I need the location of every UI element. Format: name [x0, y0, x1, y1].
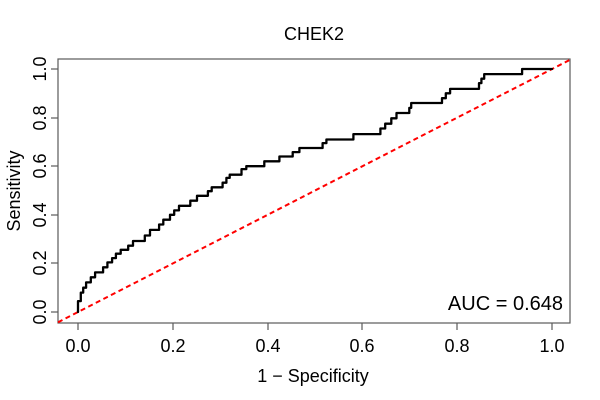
x-axis-label: 1 − Specificity [257, 366, 369, 386]
x-tick-label: 0.4 [255, 336, 280, 356]
y-axis-label: Sensitivity [4, 150, 24, 231]
y-tick-label: 0.0 [30, 299, 50, 324]
chart-title: CHEK2 [284, 24, 344, 44]
x-tick-label: 0.0 [65, 336, 90, 356]
x-tick-label: 0.6 [349, 336, 374, 356]
y-axis-tick-labels: 0.0 0.2 0.4 0.6 0.8 1.0 [30, 56, 50, 324]
x-tick-label: 1.0 [539, 336, 564, 356]
y-tick-label: 1.0 [30, 56, 50, 81]
chance-diagonal-line [57, 58, 571, 324]
y-tick-label: 0.2 [30, 250, 50, 275]
y-axis-ticks [51, 68, 58, 313]
roc-curve [76, 67, 554, 314]
x-axis-tick-labels: 0.0 0.2 0.4 0.6 0.8 1.0 [65, 336, 564, 356]
x-tick-label: 0.2 [160, 336, 185, 356]
y-tick-label: 0.4 [30, 202, 50, 227]
x-axis-ticks [77, 323, 553, 330]
plot-box [57, 58, 571, 324]
y-tick-label: 0.8 [30, 105, 50, 130]
auc-annotation: AUC = 0.648 [448, 293, 563, 315]
x-tick-label: 0.8 [444, 336, 469, 356]
y-tick-label: 0.6 [30, 153, 50, 178]
